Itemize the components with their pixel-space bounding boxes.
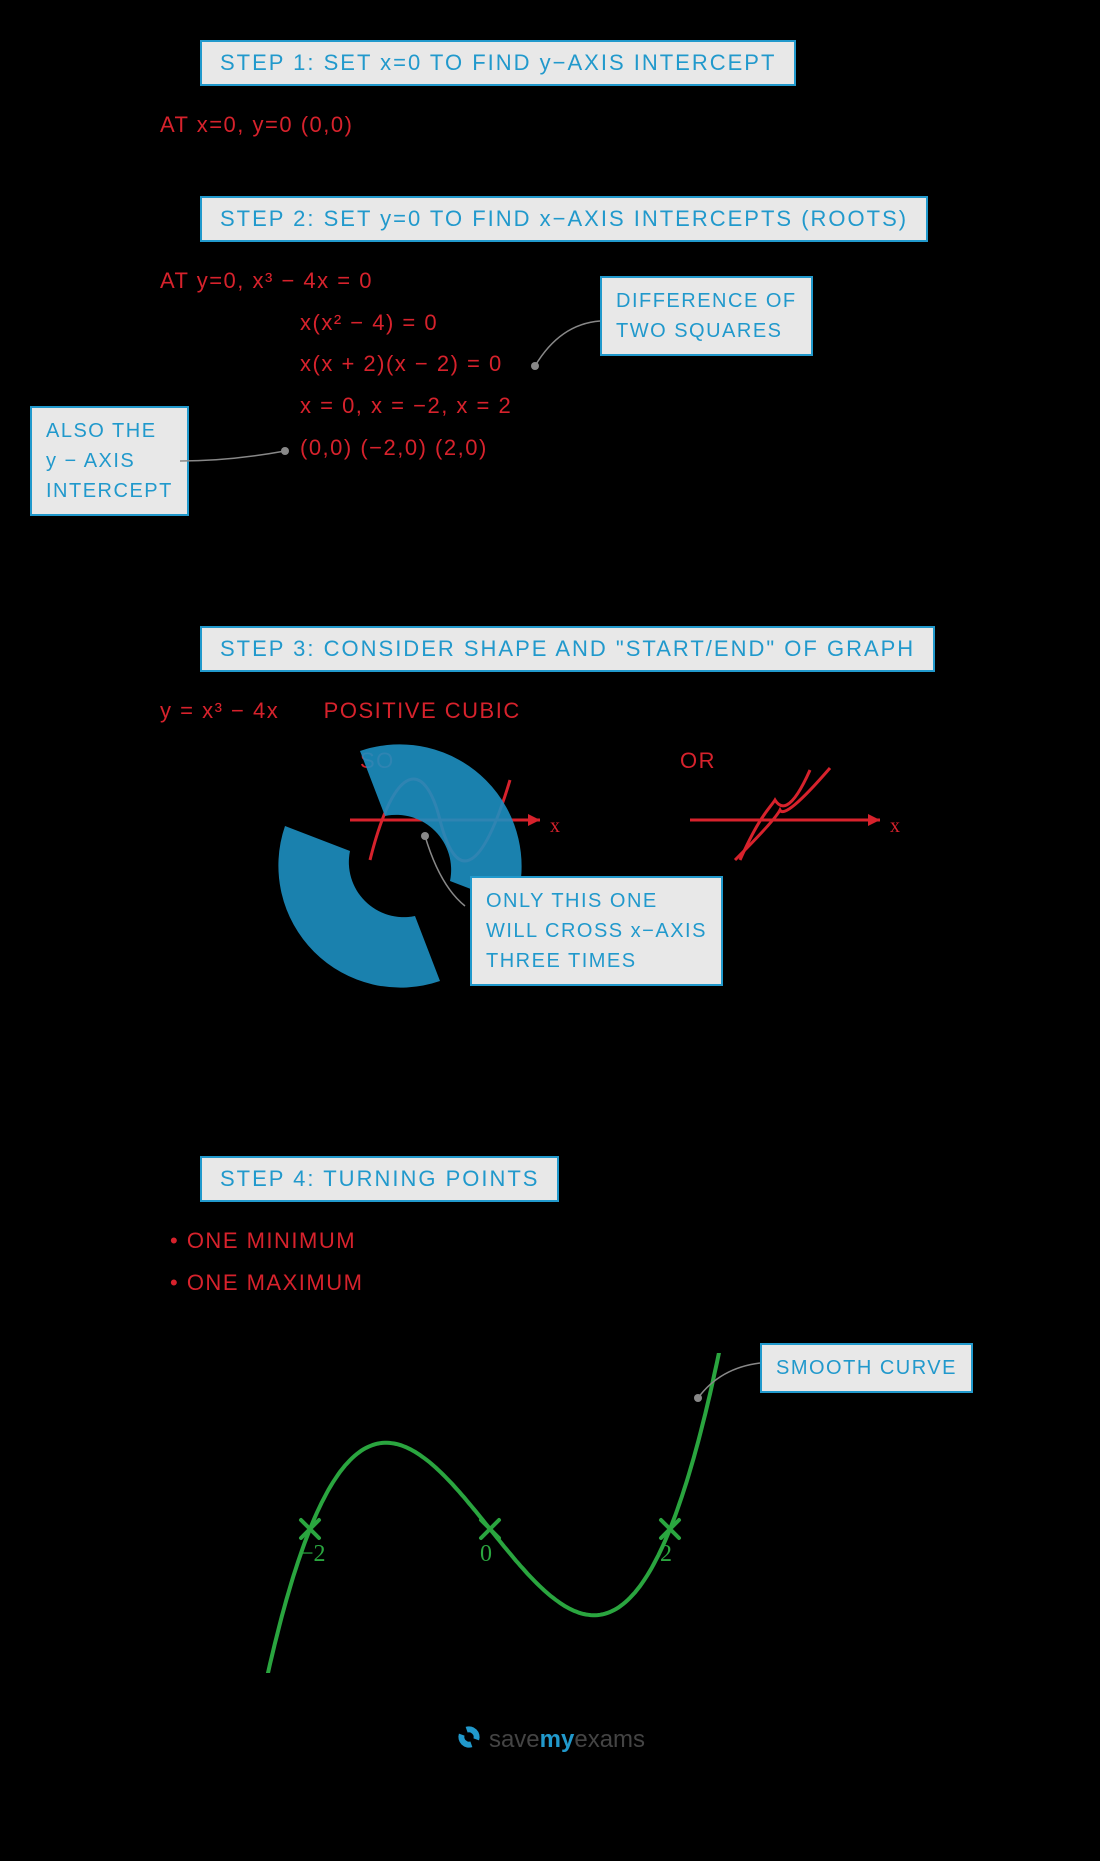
final-graph: −202 SMOOTH CURVE <box>40 1353 1060 1673</box>
step-2: STEP 2: SET y=0 TO FIND x−AXIS INTERCEPT… <box>40 196 1060 576</box>
brand-footer: savemyexams <box>40 1723 1060 1758</box>
cubic-graph-svg: −2 0 2 <box>210 1353 770 1673</box>
svg-text:2: 2 <box>660 1541 672 1567</box>
step2-line5: (0,0) (−2,0) (2,0) <box>300 427 1060 469</box>
callout-smooth-curve: SMOOTH CURVE <box>760 1343 973 1393</box>
callout-diff-squares: DIFFERENCE OF TWO SQUARES <box>600 276 813 356</box>
callout-cross-l1: ONLY THIS ONE <box>486 890 658 912</box>
step2-line4: x = 0, x = −2, x = 2 <box>300 385 1060 427</box>
step2-header: STEP 2: SET y=0 TO FIND x−AXIS INTERCEPT… <box>200 196 928 242</box>
svg-text:x: x <box>890 815 900 837</box>
step1-header: STEP 1: SET x=0 TO FIND y−AXIS INTERCEPT <box>200 40 796 86</box>
callout-also-l1: ALSO THE <box>46 420 157 442</box>
step4-b2: • ONE MAXIMUM <box>170 1262 1060 1304</box>
brand-save: save <box>489 1726 540 1753</box>
callout-diff-l2: TWO SQUARES <box>616 320 783 342</box>
svg-text:0: 0 <box>480 1541 492 1567</box>
callout-also-yaxis: ALSO THE y − AXIS INTERCEPT <box>30 406 189 516</box>
step-4: STEP 4: TURNING POINTS • ONE MINIMUM • O… <box>40 1156 1060 1304</box>
callout-diff-l1: DIFFERENCE OF <box>616 290 797 312</box>
callout-cross-l2: WILL CROSS x−AXIS <box>486 920 707 942</box>
brand-exams: exams <box>574 1726 645 1753</box>
step4-b1: • ONE MINIMUM <box>170 1220 1060 1262</box>
mini-cubic-1root-icon: x <box>680 760 910 870</box>
step1-math: AT x=0, y=0 (0,0) <box>160 104 1060 146</box>
step4-header: STEP 4: TURNING POINTS <box>200 1156 559 1202</box>
step-3: STEP 3: CONSIDER SHAPE AND "START/END" O… <box>40 626 1060 1106</box>
callout-cross-l3: THREE TIMES <box>486 950 637 972</box>
svg-text:−2: −2 <box>300 1541 326 1567</box>
callout-also-l3: INTERCEPT <box>46 480 173 502</box>
callout-cross-3-times: ONLY THIS ONE WILL CROSS x−AXIS THREE TI… <box>470 876 723 986</box>
step3-header: STEP 3: CONSIDER SHAPE AND "START/END" O… <box>200 626 935 672</box>
callout-also-l2: y − AXIS <box>46 450 135 472</box>
step-1: STEP 1: SET x=0 TO FIND y−AXIS INTERCEPT… <box>40 40 1060 146</box>
brand-my: my <box>540 1726 575 1753</box>
brand-logo-icon <box>455 1723 483 1758</box>
